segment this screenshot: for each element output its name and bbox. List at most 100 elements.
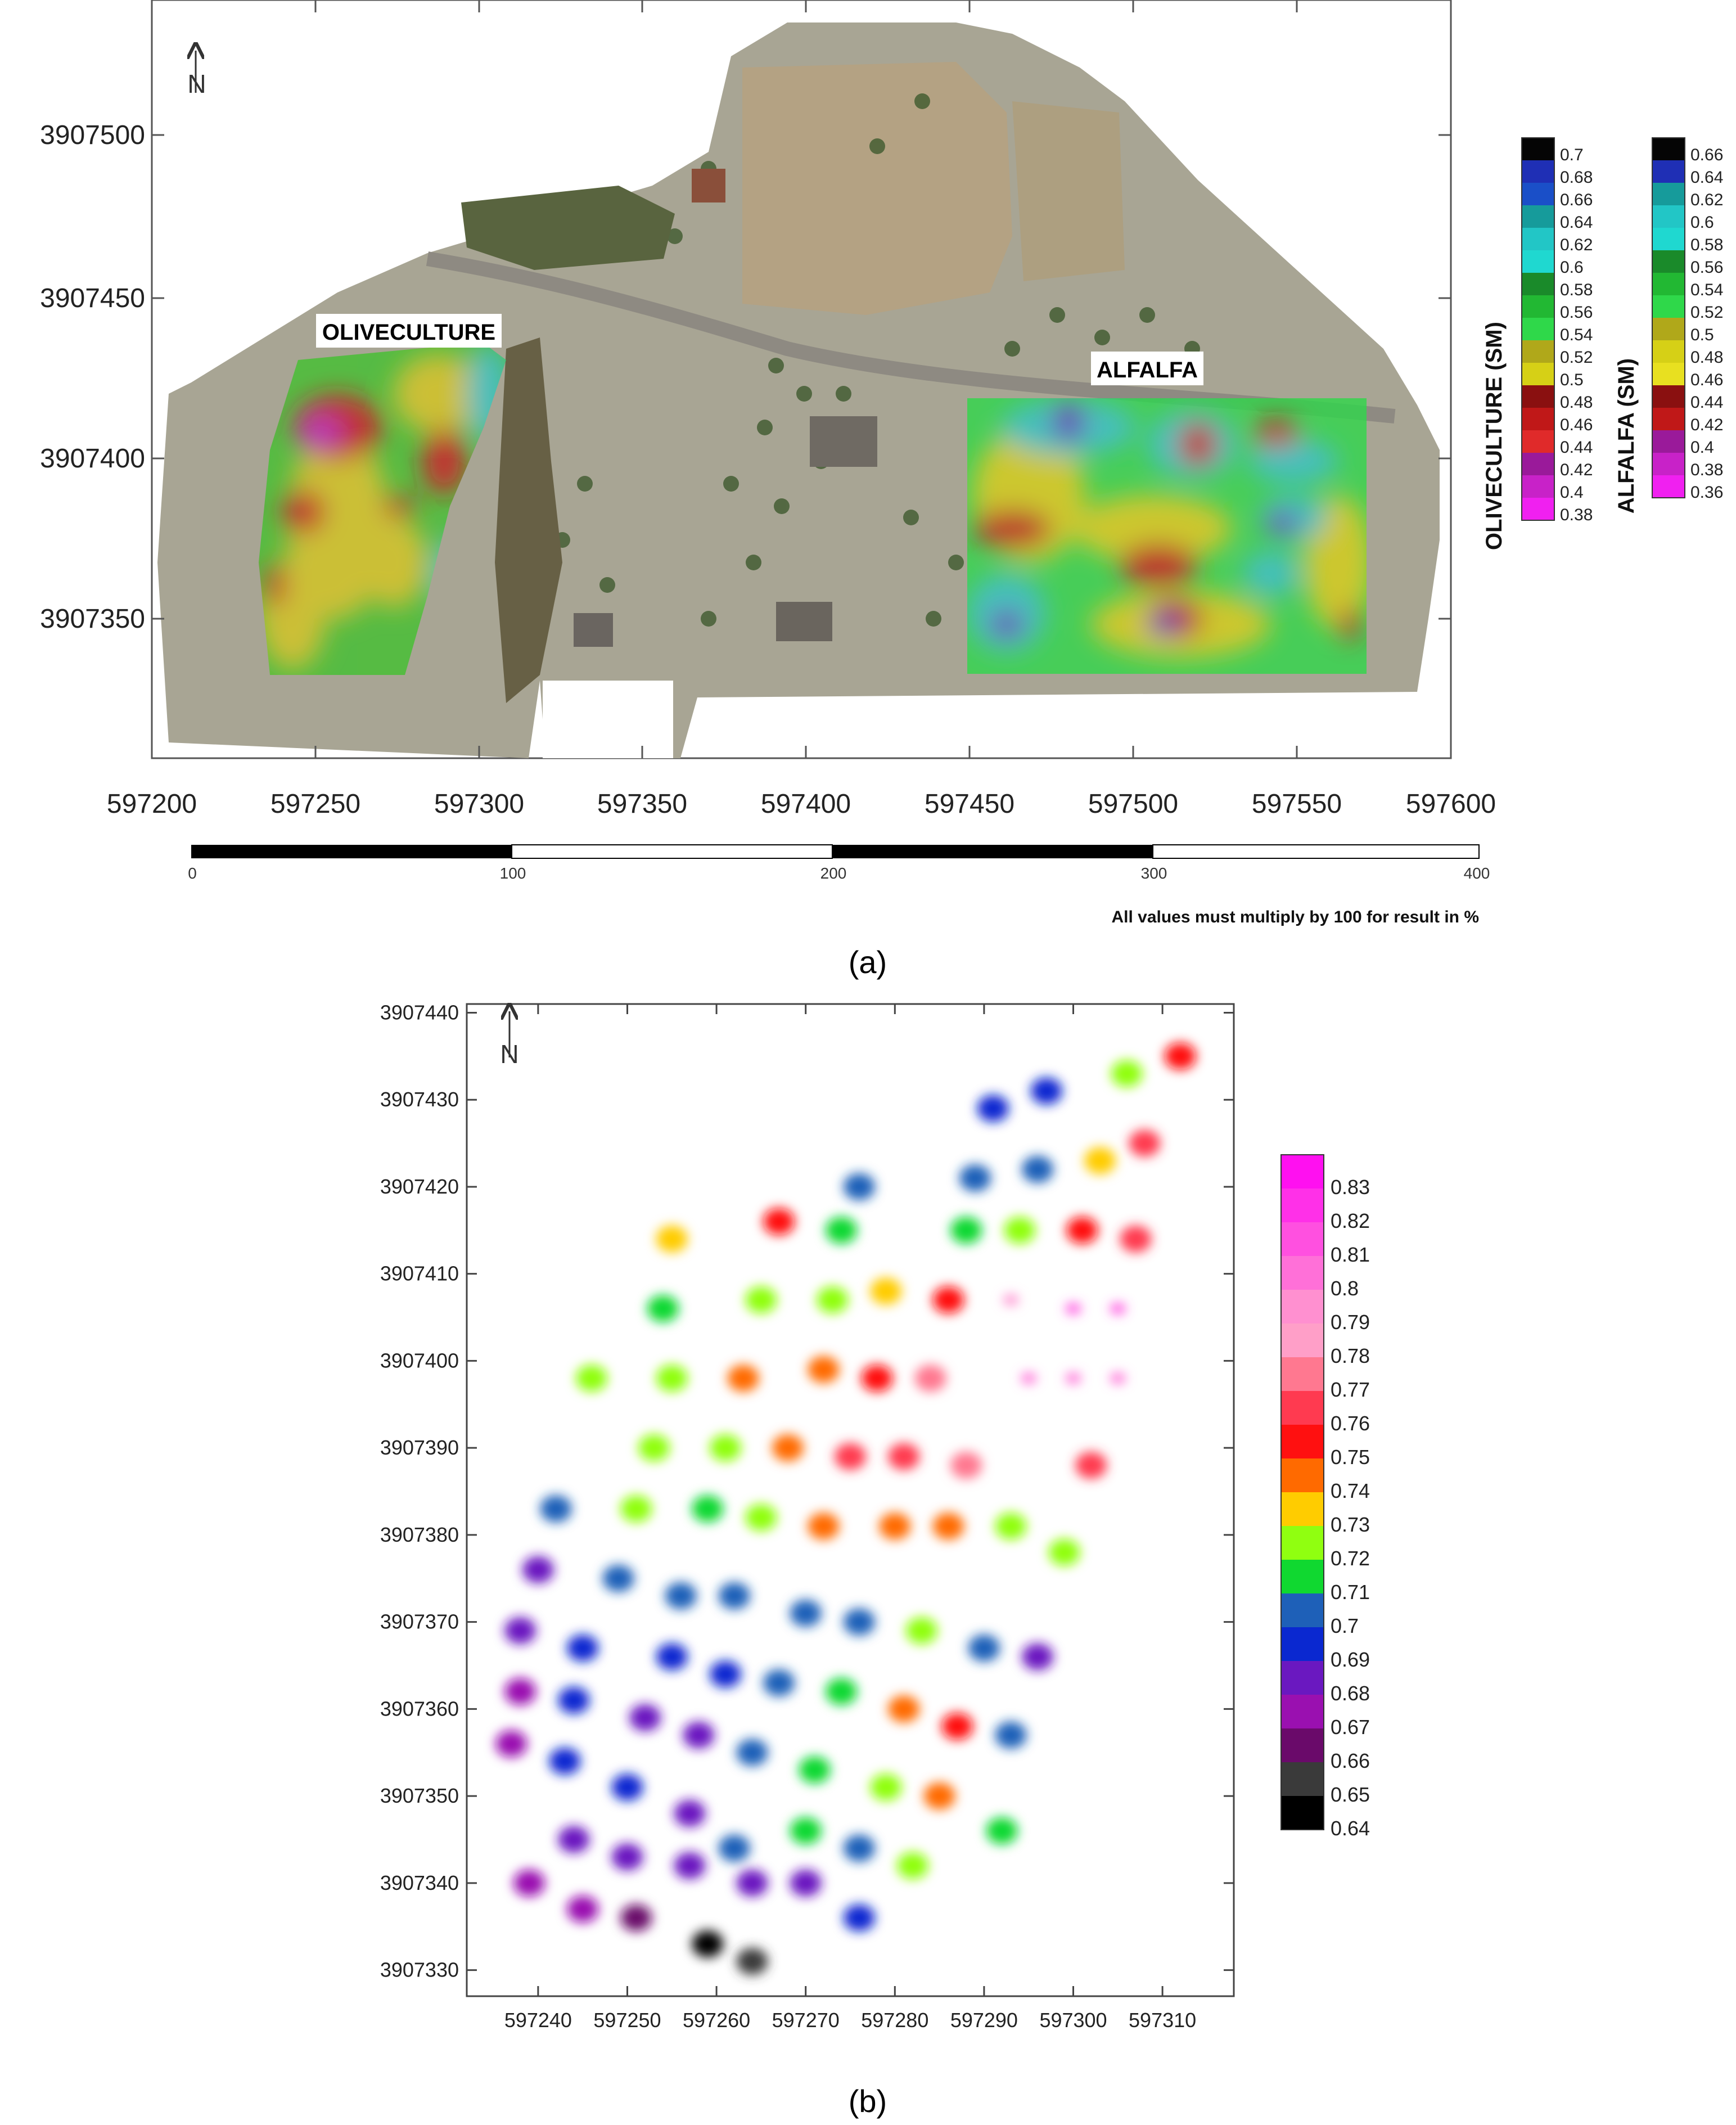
tree-canopy-point <box>826 1217 858 1244</box>
legend-olive-tick-label: 0.48 <box>1560 393 1593 412</box>
tree-canopy-point <box>763 1669 795 1696</box>
legend-olive-tick-label: 0.6 <box>1560 258 1584 277</box>
scale-tick-label: 300 <box>1141 865 1167 882</box>
legend-b-tick-label: 0.72 <box>1331 1547 1370 1570</box>
legend-b-tick-label: 0.71 <box>1331 1581 1370 1604</box>
tree-canopy-point <box>540 1495 572 1523</box>
legend-alfalfa-tick-label: 0.46 <box>1690 371 1723 389</box>
tree-canopy-point <box>638 1434 670 1462</box>
tree-canopy-point <box>620 1495 652 1523</box>
legend-b-cell <box>1281 1391 1324 1425</box>
legend-alfalfa-cell <box>1652 295 1685 318</box>
tree-canopy-point <box>656 1365 688 1392</box>
tree-canopy-point <box>692 1495 724 1523</box>
tree-canopy-point <box>1048 1538 1080 1566</box>
tree-canopy-point <box>718 1834 750 1862</box>
legend-alfalfa-cell <box>1652 160 1685 183</box>
x-tick-label: 597200 <box>107 789 197 819</box>
legend-alfalfa-cell <box>1652 318 1685 340</box>
tree-canopy-point <box>611 1843 643 1871</box>
legend-alfalfa-cell <box>1652 228 1685 250</box>
legend-olive-cell <box>1522 408 1554 430</box>
legend-olive-cell <box>1522 453 1554 475</box>
tree-canopy-point <box>1110 1372 1126 1384</box>
x-tick-label: 597400 <box>761 789 851 819</box>
tree-canopy-point <box>1164 1042 1196 1070</box>
x-tick-label: 597270 <box>772 2009 840 2032</box>
north-label: N <box>187 69 206 98</box>
tree-canopy-point <box>602 1565 634 1592</box>
tree-canopy-point <box>950 1452 982 1479</box>
legend-olive-cell <box>1522 138 1554 160</box>
legend-olive-cell <box>1522 228 1554 250</box>
legend-alfalfa-tick-label: 0.5 <box>1690 326 1714 344</box>
tree-canopy-point <box>611 1773 643 1801</box>
north-arrow-icon-b: N <box>500 1011 519 1069</box>
x-tick-label: 597300 <box>434 789 524 819</box>
tree-canopy-point <box>736 1869 768 1897</box>
panel-b-axes: 597240 597250 597260 597270 597280 597290 5973… <box>380 1001 1234 2032</box>
x-tick-label: 597260 <box>683 2009 750 2032</box>
alfalfa-field-overlay <box>967 398 1367 674</box>
legend-alfalfa-tick-label: 0.62 <box>1690 191 1723 209</box>
tree-canopy-point <box>504 1678 536 1705</box>
legend-b-tick-label: 0.74 <box>1331 1479 1370 1502</box>
panel-b: N 597240 597250 597260 597270 597280 597290 59… <box>380 1001 1370 2119</box>
legend-alfalfa-tick-label: 0.52 <box>1690 303 1723 322</box>
legend-olive-tick-label: 0.56 <box>1560 303 1593 322</box>
tree-canopy-point <box>932 1286 964 1314</box>
legend-alfalfa-tick-label: 0.36 <box>1690 483 1723 502</box>
x-tick-label: 597450 <box>925 789 1014 819</box>
tree-canopy-point <box>843 1173 875 1200</box>
legend-alfalfa-tick-label: 0.38 <box>1690 461 1723 479</box>
legend-olive-cell <box>1522 273 1554 295</box>
legend-b-border <box>1280 1154 1324 1830</box>
legend-b-tick-label: 0.83 <box>1331 1176 1370 1199</box>
tree-canopy-point <box>870 1277 902 1305</box>
y-tick-label: 3907340 <box>380 1871 459 1894</box>
x-tick-label: 597300 <box>1039 2009 1107 2032</box>
legend-alfalfa-tick-label: 0.64 <box>1690 168 1723 187</box>
y-tick-label: 3907420 <box>380 1175 459 1198</box>
legend-b-tick-label: 0.64 <box>1331 1817 1370 1840</box>
legend-olive-cell <box>1522 385 1554 408</box>
y-tick-label: 3907430 <box>380 1088 459 1111</box>
tree-canopy-point <box>745 1286 777 1314</box>
legend-olive-cell <box>1522 160 1554 183</box>
x-tick-label: 597280 <box>861 2009 928 2032</box>
tree-canopy-point <box>843 1608 875 1636</box>
legend-b-cell <box>1281 1728 1324 1762</box>
legend-olive-tick-label: 0.52 <box>1560 348 1593 367</box>
tree-canopy-point <box>870 1773 902 1801</box>
legend-b-tick-label: 0.8 <box>1331 1277 1359 1300</box>
tree-canopy-point <box>665 1582 697 1610</box>
legend-olive: OLIVECULTURE (SM) 0.7 0.68 0.66 0.64 0.62 0.6… <box>1482 137 1593 550</box>
legend-olive-tick-label: 0.44 <box>1560 438 1593 457</box>
tree-canopy-point <box>727 1365 759 1392</box>
x-tick-label: 597250 <box>593 2009 661 2032</box>
tree-canopy-point <box>968 1635 1000 1662</box>
legend-olive-tick-label: 0.62 <box>1560 236 1593 254</box>
tree-canopy-point <box>888 1443 920 1470</box>
legend-olive-cell <box>1522 363 1554 385</box>
legend-b-tick-label: 0.69 <box>1331 1648 1370 1671</box>
legend-b-tick-label: 0.73 <box>1331 1513 1370 1536</box>
tree-canopy-point <box>718 1582 750 1610</box>
y-tick-label: 3907390 <box>380 1436 459 1459</box>
tree-canopy-point <box>709 1434 741 1462</box>
tree-canopy-point <box>629 1704 661 1731</box>
panel-a: 597200 597250 597300 597350 597400 59745… <box>40 0 1723 980</box>
tree-canopy-point <box>763 1208 795 1235</box>
x-tick-label: 597550 <box>1252 789 1342 819</box>
legend-b-cell <box>1281 1627 1324 1661</box>
scale-tick-label: 400 <box>1464 865 1490 882</box>
legend-olive-tick-label: 0.5 <box>1560 371 1584 389</box>
field-label-alfalfa-text: ALFALFA <box>1097 358 1198 382</box>
tree-canopy-point <box>843 1904 875 1932</box>
tree-canopy-point <box>799 1756 831 1784</box>
scale-tick-label: 200 <box>820 865 847 882</box>
legend-b-tick-label: 0.79 <box>1331 1311 1370 1334</box>
legend-olive-cell <box>1522 318 1554 340</box>
tree-canopy-point <box>522 1556 554 1583</box>
